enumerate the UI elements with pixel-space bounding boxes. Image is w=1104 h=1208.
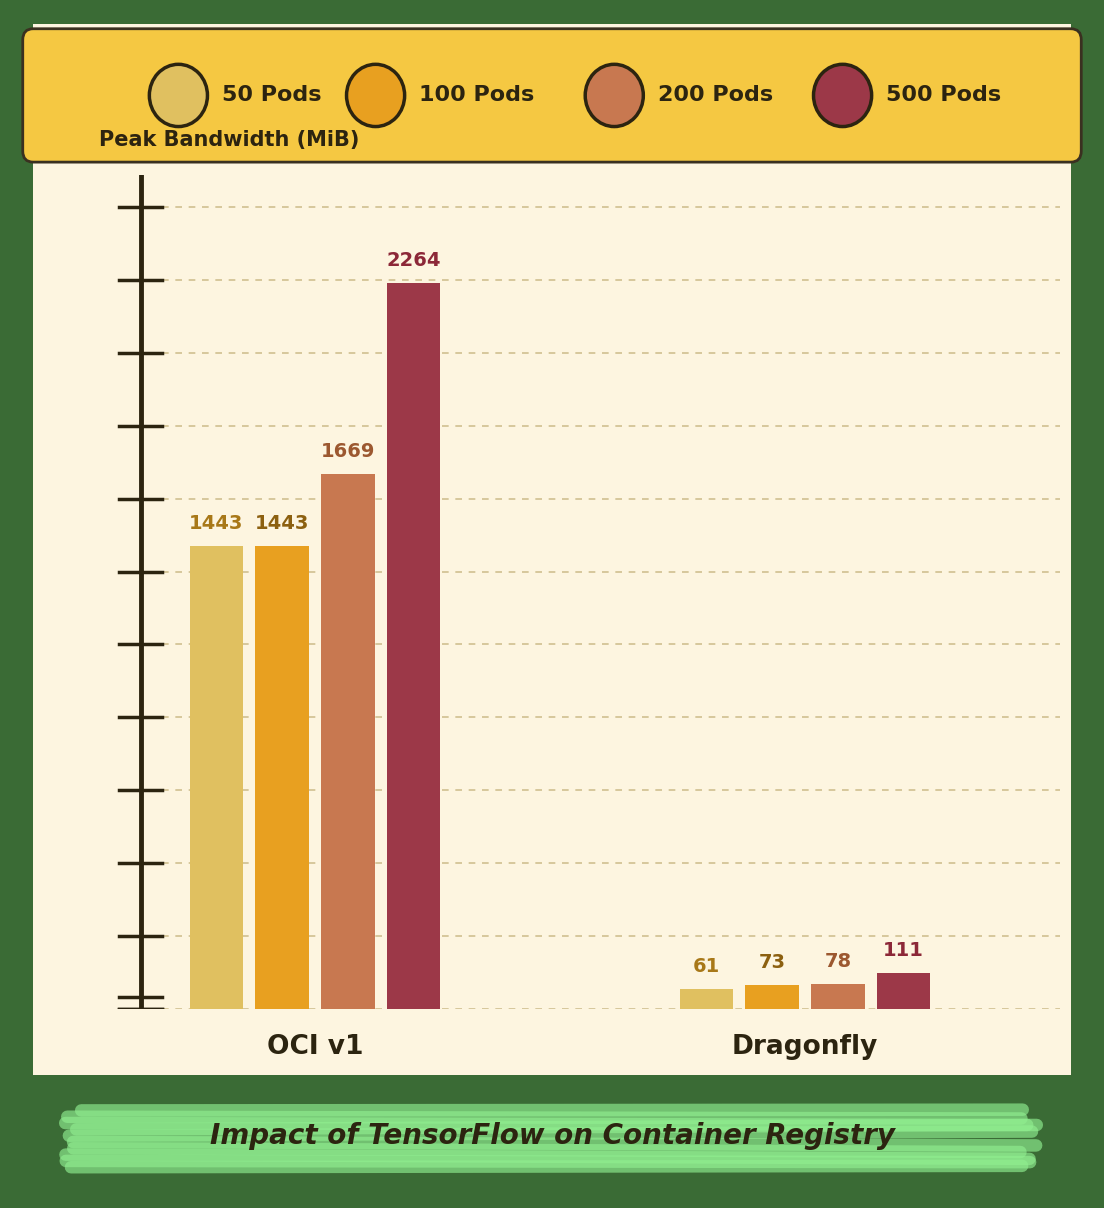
FancyBboxPatch shape [12, 4, 1092, 1096]
Bar [321, 474, 374, 1009]
Text: 500 Pods: 500 Pods [887, 86, 1001, 105]
Text: 1443: 1443 [255, 515, 309, 533]
Text: 78: 78 [825, 952, 851, 971]
Bar [255, 546, 309, 1009]
Bar [680, 989, 733, 1009]
Text: 200 Pods: 200 Pods [658, 86, 773, 105]
Bar [745, 986, 799, 1009]
Circle shape [347, 64, 405, 127]
Circle shape [814, 64, 872, 127]
Bar [811, 983, 864, 1009]
Text: 100 Pods: 100 Pods [420, 86, 534, 105]
Bar [877, 974, 931, 1009]
Text: 111: 111 [883, 941, 924, 960]
Text: 1669: 1669 [320, 442, 375, 460]
Text: 50 Pods: 50 Pods [222, 86, 321, 105]
Text: 61: 61 [693, 957, 720, 976]
Bar [386, 283, 440, 1009]
Text: Impact of TensorFlow on Container Registry: Impact of TensorFlow on Container Regist… [210, 1122, 894, 1150]
Text: 2264: 2264 [386, 251, 440, 271]
Circle shape [585, 64, 644, 127]
FancyBboxPatch shape [23, 29, 1081, 162]
Text: 73: 73 [758, 953, 786, 972]
Text: 1443: 1443 [189, 515, 244, 533]
Bar [190, 546, 243, 1009]
Text: Peak Bandwidth (MiB): Peak Bandwidth (MiB) [99, 129, 360, 150]
Circle shape [149, 64, 208, 127]
